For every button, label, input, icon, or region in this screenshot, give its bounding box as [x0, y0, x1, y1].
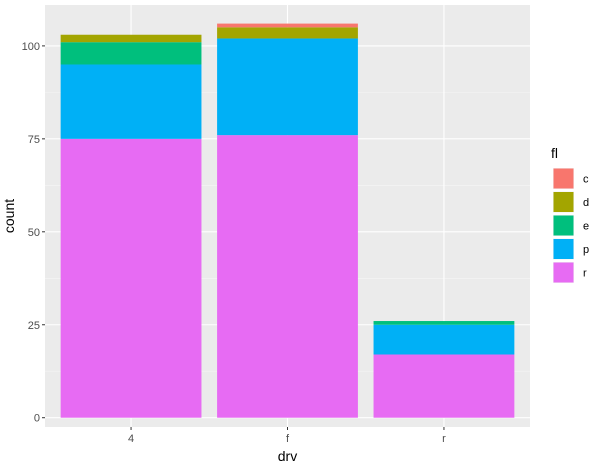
bar-segment-4-r — [60, 138, 202, 418]
x-axis-title: drv — [278, 448, 297, 464]
bar-segment-r-p — [373, 324, 515, 355]
bar-segment-r-r — [373, 354, 515, 418]
legend-label-p: p — [583, 244, 589, 256]
y-tick-label: 0 — [34, 413, 40, 425]
legend-swatch-e — [553, 215, 574, 236]
y-tick-label: 25 — [28, 320, 40, 332]
bar-segment-4-p — [60, 64, 202, 139]
bar-segment-4-d — [60, 34, 202, 43]
legend-swatch-p — [553, 239, 574, 259]
x-axis: 4 f r — [128, 427, 446, 445]
x-tick-label: r — [442, 433, 446, 445]
y-axis: 0 25 50 75 100 — [22, 41, 45, 425]
legend-label-c: c — [583, 174, 589, 186]
x-tick-label: f — [286, 433, 290, 445]
y-tick-label: 50 — [28, 227, 40, 239]
legend-swatch-d — [553, 192, 574, 212]
y-tick-label: 75 — [28, 134, 40, 146]
bar-segment-f-c — [217, 23, 358, 28]
bar-segment-f-r — [217, 135, 358, 418]
bar-segment-4-e — [60, 42, 202, 65]
bar-segment-f-d — [217, 27, 358, 39]
legend-label-d: d — [583, 197, 589, 209]
bar-segment-f-p — [217, 38, 358, 136]
legend-swatch-r — [553, 262, 574, 283]
bars — [60, 23, 515, 418]
legend-swatch-c — [553, 168, 574, 189]
x-tick-label: 4 — [128, 433, 134, 445]
y-tick-label: 100 — [22, 41, 40, 53]
legend-label-r: r — [583, 268, 587, 280]
legend-label-e: e — [583, 221, 589, 233]
y-axis-title: count — [1, 199, 17, 233]
legend-title: fl — [551, 145, 558, 161]
bar-segment-r-e — [373, 321, 515, 325]
